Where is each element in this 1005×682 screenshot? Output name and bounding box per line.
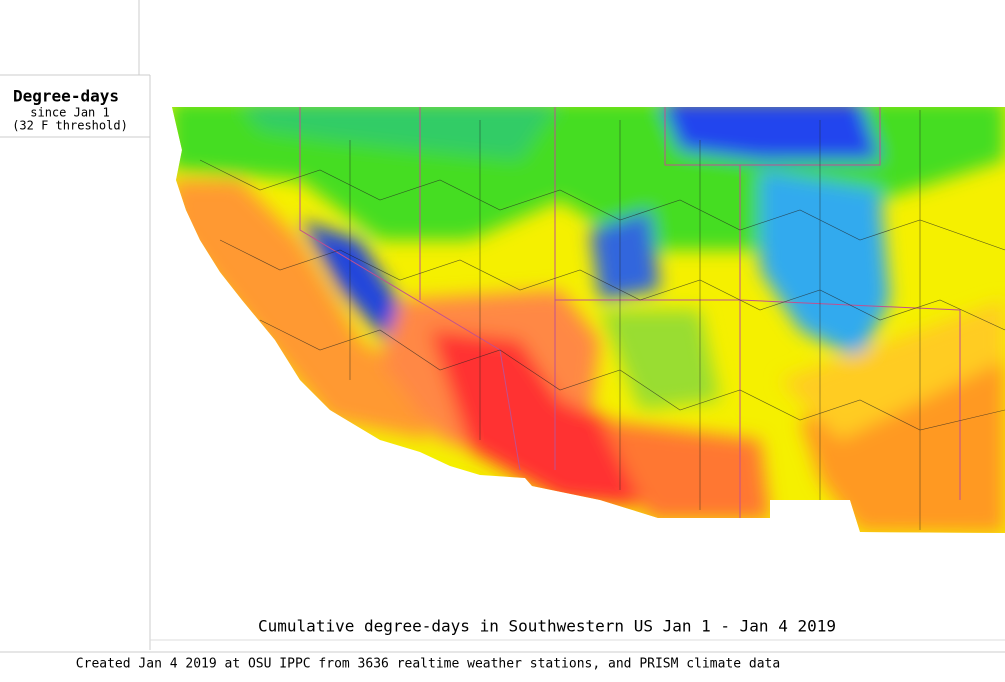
legend-subtitle: since Jan 1 [30, 106, 109, 120]
footer-credit: Created Jan 4 2019 at OSU IPPC from 3636… [76, 657, 780, 672]
legend-threshold: (32 F threshold) [12, 119, 128, 133]
degree-day-map [172, 107, 1005, 533]
map-title: Cumulative degree-days in Southwestern U… [258, 617, 836, 636]
map-fill [172, 107, 1005, 533]
county-borders [199, 110, 1005, 530]
legend-title: Degree-days [13, 87, 119, 106]
